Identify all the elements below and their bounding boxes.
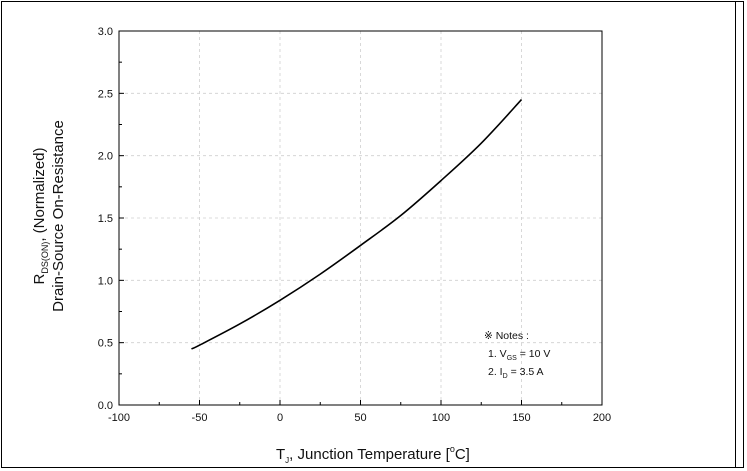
x-tick-labels: -100 -50 0 50 100 150 200 [108, 412, 611, 424]
y-tick-label: 3.0 [98, 26, 113, 38]
x-tick-label: -100 [108, 412, 130, 424]
y-tick-label: 1.5 [98, 213, 113, 225]
x-tick-label: 50 [354, 412, 366, 424]
y-tick-label: 0.0 [98, 400, 113, 412]
x-tick-label: -50 [192, 412, 208, 424]
note-1: 1. VGS = 10 V [488, 348, 550, 362]
y-tick-label: 2.0 [98, 151, 113, 163]
x-axis-title: TJ, Junction Temperature [oC] [276, 444, 470, 465]
x-tick-label: 0 [277, 412, 283, 424]
axis-ticks [118, 30, 603, 406]
series-line [191, 99, 523, 350]
y-tick-labels: 0.0 0.5 1.0 1.5 2.0 2.5 3.0 [98, 26, 113, 412]
y-tick-label: 2.5 [98, 88, 113, 100]
y-axis-title: RDS(ON), (Normalized) Drain-Source On-Re… [31, 120, 67, 312]
x-tick-label: 150 [512, 412, 530, 424]
grid [119, 31, 602, 405]
notes-title: ※ Notes : [484, 330, 529, 342]
y-axis-title-line1: RDS(ON), (Normalized) [31, 147, 50, 284]
y-tick-label: 0.5 [98, 338, 113, 350]
x-tick-label: 100 [432, 412, 450, 424]
notes: ※ Notes : 1. VGS = 10 V 2. ID = 3.5 A [484, 330, 550, 380]
y-axis-title-line2: Drain-Source On-Resistance [50, 120, 67, 312]
x-tick-label: 200 [593, 412, 611, 424]
y-tick-label: 1.0 [98, 275, 113, 287]
right-border-rule [735, 1, 736, 468]
note-2: 2. ID = 3.5 A [488, 366, 544, 380]
